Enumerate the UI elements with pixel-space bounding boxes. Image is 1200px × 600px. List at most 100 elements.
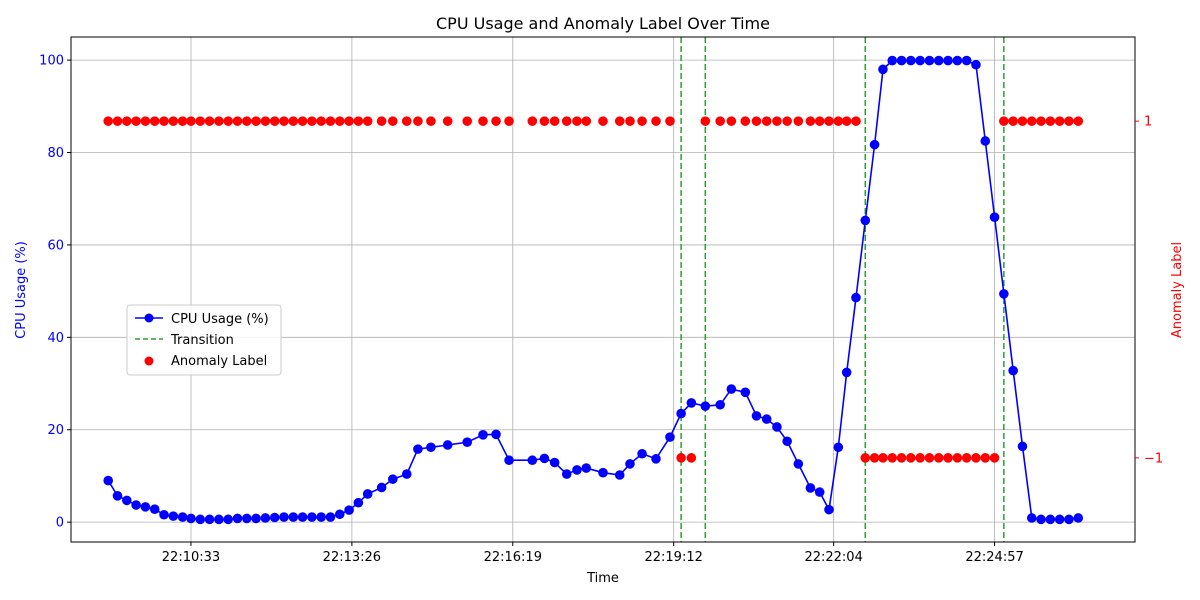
anomaly-label-point — [625, 116, 635, 126]
cpu-usage-point — [915, 55, 925, 66]
legend: CPU Usage (%) Transition Anomaly Label — [126, 304, 282, 376]
anomaly-label-point — [715, 116, 725, 126]
anomaly-label-point — [805, 116, 816, 126]
anomaly-label-point — [887, 453, 898, 463]
anomaly-label-point — [186, 116, 196, 126]
anomaly-label-point — [478, 116, 488, 126]
cpu-usage-point — [103, 475, 114, 486]
anomaly-label-point — [413, 116, 423, 126]
cpu-usage-point — [561, 469, 572, 479]
cpu-usage-point — [933, 55, 944, 66]
cpu-usage-point — [504, 455, 514, 466]
cpu-usage-point — [241, 513, 252, 524]
cpu-usage-point — [851, 292, 861, 303]
anomaly-label-point — [740, 116, 751, 126]
x-tick-label: 22:22:04 — [804, 550, 862, 565]
anomaly-label-point — [841, 116, 852, 126]
anomaly-label-point — [1073, 116, 1084, 126]
cpu-usage-point — [761, 414, 772, 424]
anomaly-label-point — [376, 116, 387, 126]
cpu-usage-point — [112, 490, 123, 501]
anomaly-label-point — [1036, 116, 1046, 126]
cpu-usage-point — [824, 504, 834, 515]
anomaly-label-point — [362, 116, 373, 126]
cpu-usage-point — [442, 440, 453, 450]
anomaly-label-point — [1017, 116, 1028, 126]
x-tick-label: 22:13:26 — [323, 550, 381, 565]
anomaly-label-point — [869, 453, 880, 463]
anomaly-label-point — [878, 453, 888, 463]
y-tick-label: 0 — [56, 516, 64, 531]
cpu-usage-point — [614, 470, 625, 480]
legend-label-anomaly: Anomaly Label — [171, 354, 267, 369]
cpu-usage-point — [168, 511, 179, 521]
anomaly-label-point — [971, 453, 981, 463]
anomaly-label-point — [539, 116, 550, 126]
cpu-usage-point — [1045, 514, 1056, 525]
cpu-usage-point — [1026, 513, 1037, 523]
anomaly-label-point — [334, 116, 345, 126]
cpu-usage-point — [896, 55, 907, 66]
cpu-usage-point — [1054, 514, 1065, 525]
cpu-usage-point — [906, 55, 916, 66]
anomaly-label-series — [103, 116, 1084, 463]
cpu-usage-point — [376, 482, 387, 493]
cpu-usage-point — [772, 422, 782, 432]
x-tick-label: 22:24:57 — [965, 550, 1023, 565]
cpu-usage-point — [700, 401, 711, 411]
cpu-usage-point — [1073, 513, 1084, 523]
cpu-usage-point — [195, 514, 206, 525]
cpu-usage-point — [686, 398, 697, 408]
anomaly-label-point — [637, 116, 647, 126]
anomaly-label-point — [833, 116, 844, 126]
x-tick-label: 22:16:19 — [484, 550, 542, 565]
legend-box — [126, 304, 282, 376]
anomaly-label-point — [980, 453, 991, 463]
cpu-usage-point — [269, 512, 280, 523]
anomaly-label-point — [999, 116, 1009, 126]
y2-tick-label: 1 — [1144, 115, 1152, 130]
anomaly-label-point — [572, 116, 582, 126]
anomaly-label-point — [103, 116, 114, 126]
anomaly-label-point — [1045, 116, 1056, 126]
anomaly-label-point — [860, 453, 871, 463]
cpu-usage-point — [140, 502, 151, 512]
cpu-usage-point — [491, 429, 501, 440]
cpu-usage-point — [307, 512, 317, 522]
cpu-usage-point — [186, 513, 196, 524]
anomaly-label-point — [353, 116, 364, 126]
cpu-usage-point — [637, 448, 647, 459]
cpu-usage-point — [952, 55, 963, 66]
anomaly-label-point — [159, 116, 169, 126]
anomaly-label-point — [491, 116, 501, 126]
cpu-usage-point — [297, 512, 308, 522]
anomaly-label-point — [401, 116, 412, 126]
cpu-usage-point — [869, 139, 880, 150]
legend-label-transition: Transition — [170, 333, 234, 348]
cpu-usage-point — [841, 367, 852, 378]
anomaly-label-point — [204, 116, 215, 126]
anomaly-label-point — [676, 453, 686, 463]
anomaly-label-point — [527, 116, 538, 126]
anomaly-label-point — [1054, 116, 1065, 126]
cpu-usage-point — [344, 505, 354, 515]
cpu-usage-point — [751, 411, 762, 421]
cpu-usage-point — [665, 432, 675, 442]
y-tick-label: 20 — [47, 423, 64, 438]
y-tick-label: 60 — [47, 238, 64, 253]
x-axis-ticks: 22:10:33 22:13:26 22:16:19 22:19:12 22:22:04… — [162, 542, 1024, 565]
anomaly-label-point — [260, 116, 271, 126]
anomaly-label-point — [195, 116, 206, 126]
cpu-usage-point — [204, 514, 215, 525]
x-tick-label: 22:19:12 — [644, 550, 702, 565]
anomaly-label-point — [581, 116, 592, 126]
anomaly-label-point — [772, 116, 782, 126]
cpu-usage-point — [726, 384, 737, 394]
cpu-usage-point — [288, 512, 299, 522]
anomaly-label-point — [504, 116, 514, 126]
anomaly-label-point — [149, 116, 160, 126]
anomaly-label-point — [824, 116, 834, 126]
anomaly-label-point — [726, 116, 737, 126]
cpu-usage-point — [924, 55, 935, 66]
